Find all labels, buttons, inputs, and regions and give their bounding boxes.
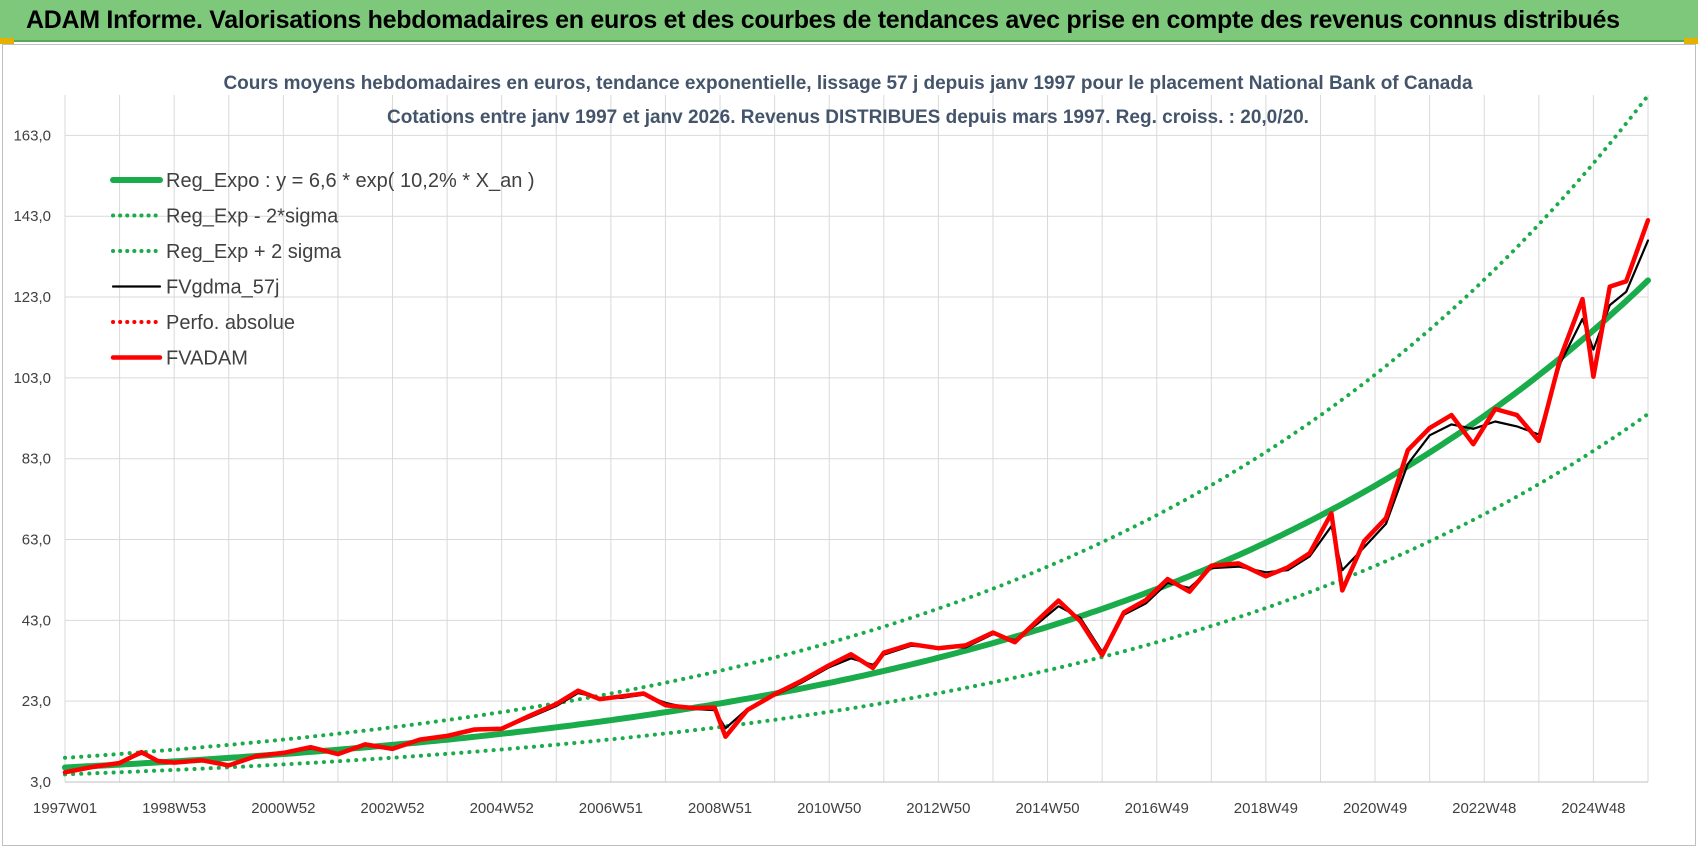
x-tick-label: 1998W53 — [142, 800, 206, 817]
y-tick-label: 143,0 — [13, 208, 51, 225]
series-lines — [62, 93, 1651, 777]
y-tick-label: 83,0 — [22, 451, 51, 468]
series-line-3 — [63, 239, 1650, 773]
y-tick-label: 103,0 — [13, 370, 51, 387]
y-tick-label: 63,0 — [22, 532, 51, 549]
y-tick-label: 23,0 — [22, 693, 51, 710]
x-tick-label: 2020W49 — [1343, 800, 1407, 817]
x-axis-tick-labels: 1997W01 1998W53 2000W52 2002W52 2004W52 2006W… — [33, 800, 1626, 817]
x-tick-label: 2006W51 — [579, 800, 643, 817]
chart-title-line-1: Cours moyens hebdomadaires en euros, ten… — [223, 73, 1473, 94]
series-line-5 — [62, 218, 1651, 775]
report-banner-title: ADAM Informe. Valorisations hebdomadaire… — [26, 6, 1620, 34]
report-banner: ADAM Informe. Valorisations hebdomadaire… — [0, 0, 1698, 42]
series-line-4 — [63, 218, 1650, 775]
x-tick-label: 2018W49 — [1234, 800, 1298, 817]
series-line-2 — [63, 93, 1650, 760]
x-tick-label: 2002W52 — [360, 800, 424, 817]
gridlines — [64, 95, 1649, 783]
series-line-1 — [63, 412, 1650, 777]
chart-title: Cours moyens hebdomadaires en euros, ten… — [223, 73, 1473, 128]
x-tick-label: 2000W52 — [251, 800, 315, 817]
y-tick-label: 123,0 — [13, 289, 51, 306]
x-tick-label: 2016W49 — [1125, 800, 1189, 817]
x-tick-label: 1997W01 — [33, 800, 97, 817]
y-tick-label: 43,0 — [22, 612, 51, 629]
corner-marker-left — [0, 38, 14, 44]
legend-entry: FVgdma_57j — [166, 277, 279, 299]
x-tick-label: 2010W50 — [797, 800, 861, 817]
x-tick-label: 2004W52 — [470, 800, 534, 817]
x-tick-label: 2024W48 — [1561, 800, 1625, 817]
legend: Reg_Expo : y = 6,6 * exp( 10,2% * X_an )… — [110, 170, 535, 370]
x-tick-label: 2014W50 — [1015, 800, 1079, 817]
x-tick-label: 2012W50 — [906, 800, 970, 817]
y-tick-label: 163,0 — [13, 127, 51, 144]
legend-entry: Reg_Exp - 2*sigma — [166, 206, 339, 228]
legend-entry: Perfo. absolue — [166, 312, 295, 334]
chart-title-line-2: Cotations entre janv 1997 et janv 2026. … — [387, 107, 1309, 128]
legend-entry: Reg_Exp + 2 sigma — [166, 241, 342, 263]
x-tick-label: 2008W51 — [688, 800, 752, 817]
legend-entry: FVADAM — [166, 348, 248, 370]
x-tick-label: 2022W48 — [1452, 800, 1516, 817]
series-line-0 — [62, 277, 1651, 771]
legend-entry: Reg_Expo : y = 6,6 * exp( 10,2% * X_an ) — [166, 170, 535, 192]
y-tick-label: 3,0 — [30, 774, 51, 791]
chart-frame — [2, 44, 1696, 846]
corner-marker-right — [1684, 38, 1698, 44]
y-axis-tick-labels: 3,0 23,0 43,0 63,0 83,0 103,0 123,0 143,0 163,0 — [13, 127, 51, 791]
